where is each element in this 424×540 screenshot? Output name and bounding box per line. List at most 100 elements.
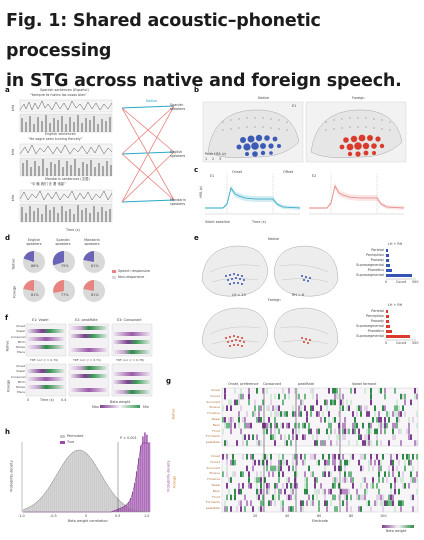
panel-f-legend-title: Beta weight <box>110 400 131 404</box>
panel-f-legend-max: Max <box>92 405 100 409</box>
panel-b-legend-title: Peak HFA (z) <box>205 152 227 156</box>
panel-a-letter: a <box>5 86 10 94</box>
spectrogram-1 <box>19 99 113 133</box>
panel-f-corr-2: TRF corr (r = 0.71) <box>73 358 102 362</box>
panel-a-example-2: “He sagre seen turning fiercely” <box>28 137 83 141</box>
panel-b-legend-1: 1 <box>205 157 208 161</box>
panel-h-yaxis-title-right: Probability density <box>166 460 171 492</box>
panel-g-row-native: Native <box>171 408 176 420</box>
panel-f-features-foreign: Onset Vowel Consonant Pitch Stress Place <box>11 364 28 395</box>
panel-a-axis-khz-1: kHz <box>11 104 16 112</box>
panel-f-axis-max: 0.4 <box>61 398 67 402</box>
panel-f-features-native: Onset Vowel Consonant Pitch Stress Place <box>11 324 28 355</box>
panel-e-bar-axis-label: Count <box>396 280 407 284</box>
panel-c-yaxis: HFA (z) <box>199 185 204 199</box>
spectrogram-2 <box>19 143 113 177</box>
heatmap-native <box>25 323 153 357</box>
panel-d-pies <box>23 250 105 302</box>
panel-b-native-label: Native <box>258 96 269 100</box>
pie-foreign-spanish <box>53 280 75 302</box>
panel-e-bar-axis-0-foreign: 0 <box>385 341 388 345</box>
panel-d-col-english: English speakers <box>26 238 42 246</box>
panel-c-trace-foreign <box>309 174 405 215</box>
panel-g-colorbar <box>382 525 414 528</box>
panel-b-brain-native <box>202 101 304 163</box>
panel-g-row-foreign: Foreign <box>172 475 177 489</box>
panel-g-group-3: peakRate <box>298 382 315 386</box>
panel-a-native-label: Native <box>146 99 157 103</box>
panel-h-letter: h <box>5 428 10 436</box>
panel-e-bar-axis-label-foreign: Count <box>396 341 407 345</box>
panel-c-onset: Onset <box>232 170 242 174</box>
panel-e-letter: e <box>194 234 199 242</box>
panel-a-axis-khz-3: kHz <box>11 194 16 202</box>
pie-native-spanish <box>52 250 75 273</box>
legend-swatch-nonresponsive <box>112 276 116 279</box>
panel-f-colorbar <box>100 405 140 408</box>
figure-caption: Fig. 1: Shared acoustic–phonetic process… <box>6 6 418 96</box>
pie-native-english-value: 86% <box>31 264 39 268</box>
true-bars <box>112 432 150 512</box>
panel-h-legend-permuted: Permuted <box>67 434 84 438</box>
panel-a-group-label-3: Mandarin sentences (汉语) <box>45 177 90 181</box>
panel-a-connection-diagram <box>121 105 175 203</box>
panel-e-bar-axis-max-foreign: 500 <box>412 341 419 345</box>
panel-c-e1: E1 <box>210 174 215 178</box>
panel-a-speakers-english: English speakers <box>170 150 186 158</box>
panel-a-spectrograms <box>19 99 113 223</box>
bars-native <box>386 249 412 277</box>
legend-nonresponsive: Non-responsive <box>118 275 145 279</box>
panel-a-example-3: “今 晚 我们 去 看 电影” <box>30 182 67 186</box>
panel-c-time: Time (s) <box>252 220 266 224</box>
panel-b-brain-foreign <box>305 101 407 163</box>
panel-d-col-mandarin: Mandarin speakers <box>84 238 100 246</box>
panel-h-histogram <box>21 432 151 513</box>
panel-a-axis-khz-2: kHz <box>11 148 16 156</box>
panel-b-electrode-label: E1 <box>292 104 297 108</box>
panel-h-xtick-5: 1.0 <box>144 514 150 518</box>
pie-native-mandarin-value: 81% <box>91 264 99 268</box>
pie-native-mandarin <box>83 251 105 273</box>
panel-a-speakers-spanish: Spanish speakers <box>170 103 186 111</box>
brain-native-right <box>273 245 339 297</box>
brain-foreign-right <box>273 307 339 359</box>
panel-c-baseline: Silent baseline <box>205 220 230 224</box>
panel-e-brains <box>201 245 339 359</box>
panel-d-col-spanish: Spanish speakers <box>55 238 71 246</box>
panel-g-legend: Beta weight <box>386 529 407 533</box>
true-density-curve <box>23 442 149 513</box>
panel-e-foreign-label: Foreign <box>268 298 281 302</box>
legend-responsive: Speech responsive <box>118 269 150 273</box>
panel-b-legend-2: 2 <box>212 157 215 161</box>
panel-g-cells-foreign <box>222 454 418 512</box>
panel-f-corr-1: TRF corr (r = 0.79) <box>30 358 59 362</box>
panel-b-legend-3: 3 <box>219 157 222 161</box>
permuted-density-curve <box>22 449 150 512</box>
panel-a-group-label-1: Spanish sentences (Español) <box>40 88 89 92</box>
bars-foreign <box>386 310 410 338</box>
panel-f-corr-3: TRF corr (r = 0.78) <box>116 358 145 362</box>
panel-g-xtick-5: 100 <box>380 514 387 518</box>
panel-g-group-1: Onset, preference <box>228 382 259 386</box>
pie-foreign-english <box>23 280 45 302</box>
panel-d-row-native: Native <box>11 258 16 270</box>
heatmap-foreign <box>25 363 153 397</box>
panel-g-xtick-4: 80 <box>349 514 354 518</box>
panel-a-speakers-mandarin: Mandarin speakers <box>170 198 186 206</box>
panel-g-features-native: Onset Voiced Sonorant Plosive Fricative Nasal… <box>205 388 220 445</box>
pie-native-english <box>23 250 45 273</box>
panel-c-letter: c <box>194 166 199 174</box>
panel-e-stat-lh: LH = 14 <box>232 293 246 297</box>
panel-g-xaxis-title: Electrode <box>312 519 328 523</box>
panel-b-letter: b <box>194 86 200 94</box>
panel-c-traces <box>205 174 405 215</box>
caption-line-2: in STG across native and foreign speech. <box>6 71 402 91</box>
panel-e-bar-title-foreign: LH + RH <box>388 303 403 307</box>
panel-h-yaxis-title: Probability density <box>9 460 14 492</box>
panel-g-features-foreign: Onset Voiced Sonorant Plosive Fricative Nasal… <box>205 454 220 511</box>
panel-a-axis-time: Time (s) <box>66 228 80 232</box>
legend-swatch-true <box>60 441 65 444</box>
panel-f-axis-time: Time (s) <box>40 398 54 402</box>
panel-c-offset: Offset <box>283 170 294 174</box>
panel-h-legend-true: True <box>67 440 75 444</box>
